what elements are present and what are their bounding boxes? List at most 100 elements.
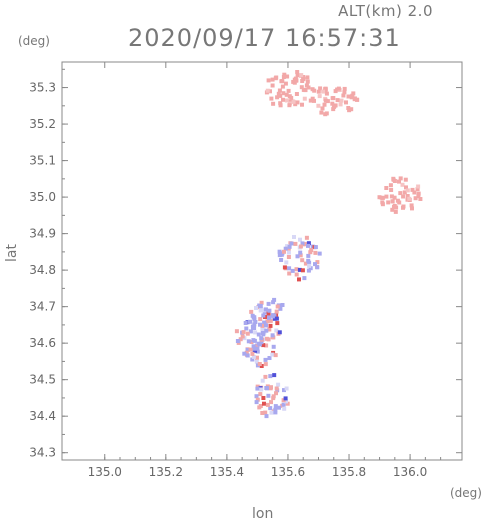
echo-cell [269, 385, 273, 390]
echo-cell [270, 333, 275, 338]
echo-cell [301, 87, 306, 92]
echo-cell [258, 317, 263, 322]
echo-cell [312, 88, 317, 93]
echo-cell [251, 344, 256, 349]
echo-cell [252, 315, 257, 320]
echo-cell [266, 311, 271, 316]
echo-cell [287, 103, 292, 108]
echo-cell [274, 386, 279, 391]
echo-cell [267, 356, 272, 360]
echo-cell [248, 347, 253, 352]
echo-cell [283, 396, 288, 401]
echo-cell [263, 374, 268, 379]
echo-cell [300, 241, 305, 246]
echo-cell [355, 97, 360, 102]
echo-cell [273, 410, 278, 415]
echo-cell [282, 265, 287, 270]
echo-cell [255, 344, 260, 349]
echo-cell [267, 315, 271, 320]
echo-cell [398, 191, 403, 196]
echo-cell [303, 261, 308, 266]
echo-cell [410, 206, 414, 211]
echo-cell [404, 185, 408, 190]
echo-cell [384, 186, 389, 190]
y-tick-label: 34.9 [29, 227, 56, 241]
altitude-label: ALT(km) 2.0 [338, 2, 433, 20]
echo-cell [255, 355, 259, 360]
y-tick-label: 35.2 [29, 117, 56, 131]
echo-cell [243, 321, 248, 325]
y-tick-label: 34.4 [29, 409, 56, 423]
echo-cell [393, 209, 398, 214]
echo-cell [321, 89, 326, 94]
echo-cell [254, 359, 259, 364]
echo-cell [313, 245, 318, 250]
echo-cell [323, 98, 328, 103]
echo-cell [395, 198, 400, 203]
echo-cell [349, 107, 354, 112]
y-tick-label: 34.7 [29, 300, 56, 314]
echo-cell [269, 400, 273, 405]
lon-axis-title: lon [252, 506, 274, 522]
x-tick-label: 135.0 [88, 465, 122, 479]
echo-cell [278, 306, 283, 311]
echo-cell [287, 94, 292, 99]
y-tick-label: 34.6 [29, 336, 56, 350]
echo-cell [277, 88, 282, 93]
echo-cell [286, 250, 291, 255]
echo-cell [416, 191, 421, 196]
echo-cell [266, 301, 271, 306]
echo-cell [278, 103, 283, 108]
echo-cell [287, 244, 292, 249]
echo-cell [267, 308, 272, 313]
echo-cell [292, 235, 296, 239]
echo-cell [282, 249, 286, 254]
echo-cell [294, 272, 299, 277]
echo-cell [330, 101, 335, 106]
echo-cell [305, 79, 310, 84]
echo-cell [260, 378, 265, 383]
y-tick-label: 34.5 [29, 373, 56, 387]
echo-cell [402, 190, 407, 195]
echo-cell [274, 391, 278, 396]
echo-cell [258, 392, 263, 397]
echo-cell [306, 258, 311, 263]
echo-cell [325, 99, 330, 104]
x-tick-label: 136.0 [393, 465, 427, 479]
echo-cell [298, 244, 303, 249]
echo-cell [262, 401, 266, 406]
echo-cell [278, 101, 283, 106]
echo-cell [261, 343, 266, 348]
echo-cell [307, 263, 312, 268]
echo-cell [403, 177, 408, 182]
echo-cell [281, 402, 286, 407]
echo-cell [302, 276, 307, 281]
echo-cell [265, 319, 270, 324]
echo-cell [418, 197, 423, 201]
echo-cell [255, 386, 260, 391]
echo-cell [252, 317, 257, 322]
echo-cell [278, 93, 283, 98]
echo-cell [377, 195, 382, 200]
axis-ticks: 135.0 135.2 135.4 135.6 135.8 136.0 34.3 34.4 34… [29, 62, 462, 479]
echo-cell [308, 250, 313, 255]
echo-cell [253, 320, 258, 324]
echo-cell [297, 277, 301, 282]
echo-cell [295, 100, 300, 105]
echo-cell [273, 353, 278, 358]
y-tick-label: 34.8 [29, 263, 56, 277]
echo-cell [384, 194, 389, 199]
echo-cell [316, 89, 321, 94]
echo-cell [275, 304, 280, 309]
echo-cell [265, 88, 270, 93]
echo-cell [286, 255, 291, 259]
echo-cell [346, 106, 351, 110]
echo-cell [331, 107, 336, 112]
echo-cell [281, 75, 286, 79]
echo-cell [315, 260, 320, 265]
echo-cell [302, 96, 307, 101]
echo-cell [380, 200, 385, 205]
echo-cell [344, 100, 348, 105]
echo-cell [294, 92, 299, 96]
echo-cell [323, 86, 328, 91]
